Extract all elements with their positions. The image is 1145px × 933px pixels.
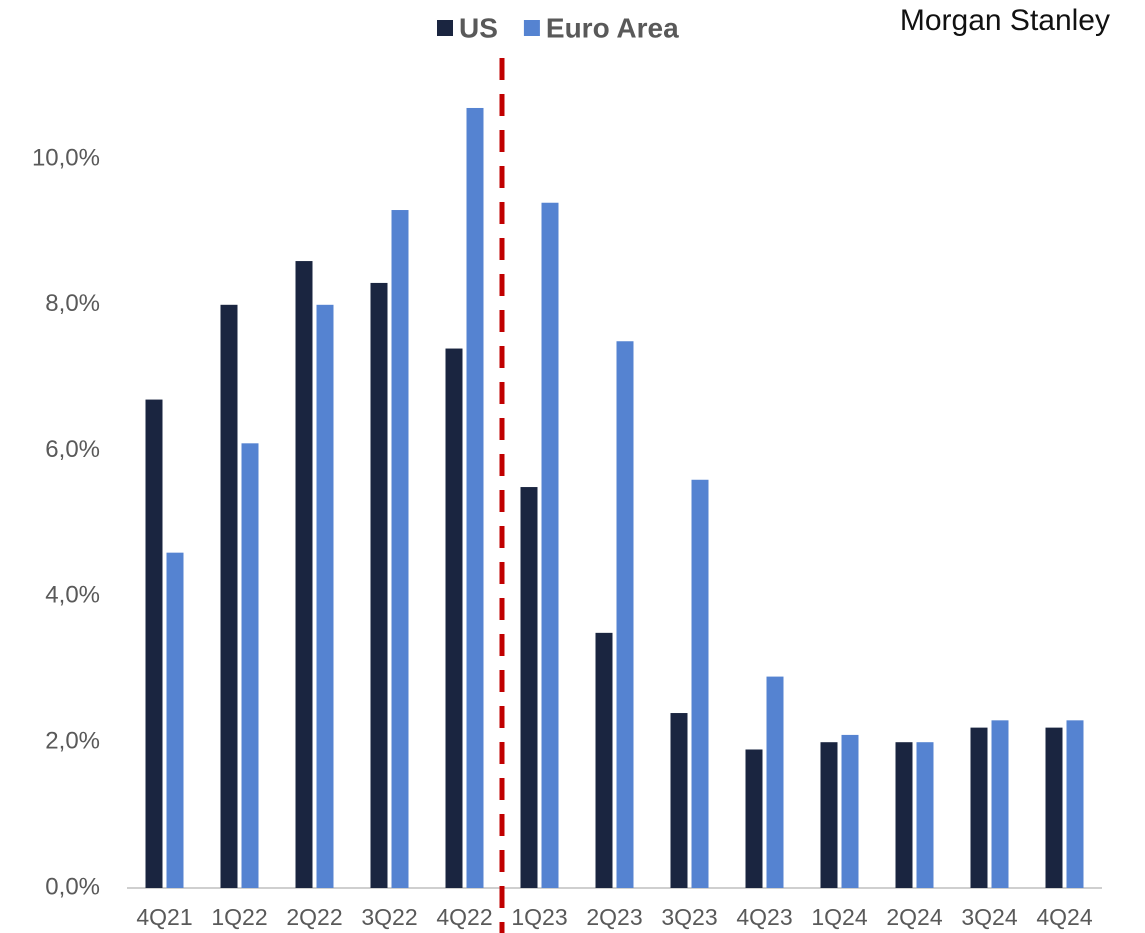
bar <box>895 742 913 888</box>
x-tick-label: 4Q22 <box>436 904 492 930</box>
y-tick-label: 10,0% <box>32 144 100 171</box>
legend-swatch <box>523 20 540 36</box>
x-tick-label: 1Q22 <box>211 904 267 930</box>
bar <box>541 202 559 889</box>
x-tick-label: 1Q23 <box>511 904 567 930</box>
bar <box>220 304 238 888</box>
bar <box>820 742 838 888</box>
bar <box>295 261 313 888</box>
bar <box>166 552 184 888</box>
bar <box>691 479 709 888</box>
y-tick-label: 2,0% <box>45 728 100 755</box>
x-tick-label: 2Q22 <box>286 904 342 930</box>
x-tick-label: 4Q23 <box>736 904 792 930</box>
legend-label: Euro Area <box>546 12 679 43</box>
bar <box>970 727 988 888</box>
legend-label: US <box>459 12 498 43</box>
x-tick-label: 3Q22 <box>361 904 417 930</box>
bar <box>241 443 259 888</box>
bar <box>316 304 334 888</box>
bar <box>670 713 688 888</box>
bar <box>766 676 784 888</box>
legend-swatch <box>437 20 453 36</box>
bar <box>991 720 1009 888</box>
x-tick-label: 2Q24 <box>886 904 942 930</box>
brand: Morgan Stanley <box>900 4 1110 37</box>
bar <box>445 348 463 888</box>
y-tick-label: 4,0% <box>45 582 100 609</box>
x-tick-label: 4Q21 <box>136 904 192 930</box>
y-tick-label: 8,0% <box>45 290 100 317</box>
bar <box>916 742 934 888</box>
bar <box>745 749 763 888</box>
y-tick-label: 6,0% <box>45 436 100 463</box>
bar <box>391 210 409 888</box>
x-tick-label: 4Q24 <box>1036 904 1092 930</box>
bar <box>520 487 538 888</box>
bar <box>595 632 613 888</box>
bar <box>1066 720 1084 888</box>
x-tick-label: 2Q23 <box>586 904 642 930</box>
bar <box>616 341 634 888</box>
x-tick-label: 3Q23 <box>661 904 717 930</box>
bar <box>466 107 484 889</box>
bar <box>841 734 859 888</box>
bar <box>1045 727 1063 888</box>
bar <box>145 399 163 888</box>
x-tick-label: 3Q24 <box>961 904 1017 930</box>
bar <box>370 282 388 888</box>
x-tick-label: 1Q24 <box>811 904 867 930</box>
y-tick-label: 0,0% <box>45 873 100 900</box>
